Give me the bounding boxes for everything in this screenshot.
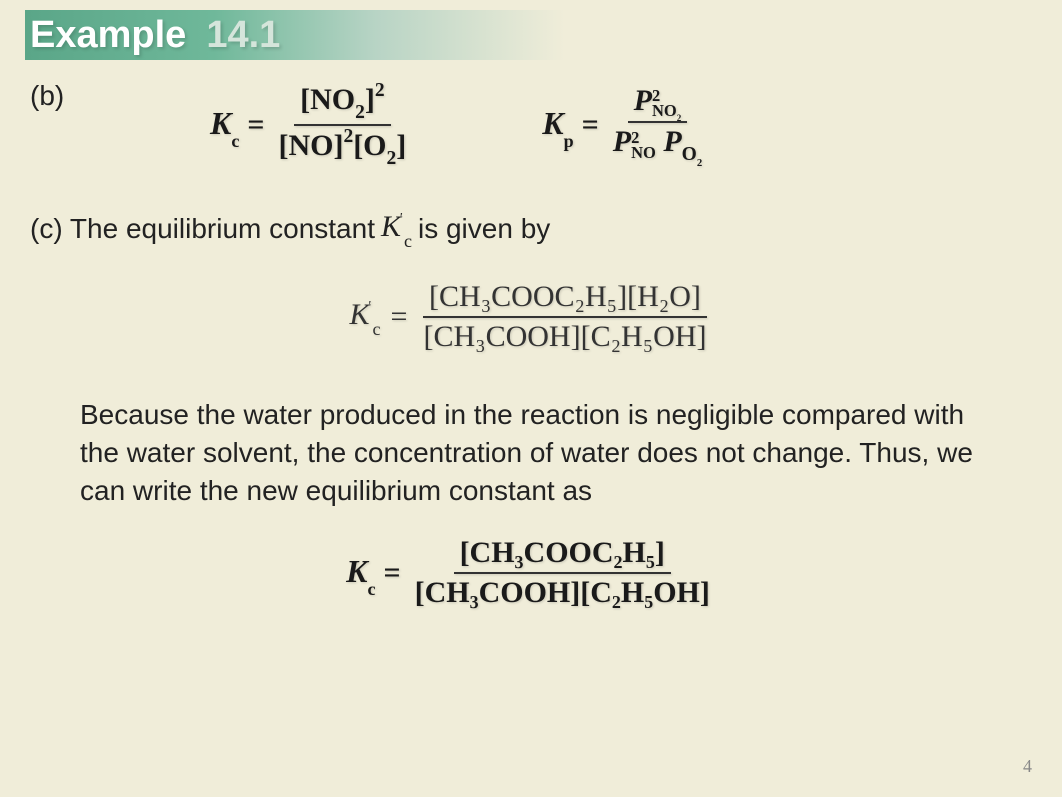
- kc-den-a-sup: 2: [343, 126, 353, 147]
- kp-k: K: [542, 105, 563, 141]
- kp-num-no2: NO: [652, 101, 677, 120]
- kc-prime-k: K: [381, 210, 401, 243]
- equation-kc-final: Kc = [CH₃COOC₂H₅] [CH₃COOH][C₂H₅OH]: [346, 534, 716, 612]
- kp-p-num: P: [634, 84, 652, 117]
- title-bar: Example 14.1: [25, 10, 565, 60]
- kc-prime-symbol: K'c: [381, 210, 412, 248]
- slide-content: (b) Kc = [NO2]2 [NO]2[O2] Kp = P2NO2: [30, 80, 1032, 652]
- kc2-equals: =: [383, 556, 400, 590]
- part-c-intro: (c) The equilibrium constant K'c is give…: [30, 210, 1032, 248]
- kc-num-close: ]: [365, 83, 375, 116]
- kcprime-fraction: [CH₃COOC₂H₅][H₂O] [CH₃COOH][C₂H₅OH]: [417, 278, 712, 356]
- kp-equals: =: [582, 108, 599, 142]
- equation-kc-prime: K'c = [CH₃COOC₂H₅][H₂O] [CH₃COOH][C₂H₅OH…: [350, 278, 713, 356]
- kc2-num: [CH₃COOC₂H₅]: [454, 534, 671, 574]
- equation-kc-final-row: Kc = [CH₃COOC₂H₅] [CH₃COOH][C₂H₅OH]: [30, 534, 1032, 612]
- kc-den-a: [NO]: [278, 129, 343, 162]
- part-b-row: (b) Kc = [NO2]2 [NO]2[O2] Kp = P2NO2: [30, 80, 1032, 170]
- kp-den2-o2-sub: 2: [697, 157, 702, 169]
- kp-sub: p: [564, 131, 574, 151]
- kp-den1-sub: NO: [631, 146, 656, 161]
- kc2-k: K: [346, 553, 367, 589]
- kcprime-lhs: K'c: [350, 298, 381, 336]
- part-b-label: (b): [30, 80, 210, 112]
- kc-num-a: [NO: [300, 83, 355, 116]
- kcprime-den: [CH₃COOH][C₂H₅OH]: [417, 318, 712, 356]
- kcprime-apos: ': [368, 299, 371, 314]
- kc-prime-sub: c: [404, 231, 412, 251]
- kp-p-den2: P: [663, 125, 681, 158]
- kc-equals: =: [247, 108, 264, 142]
- kcprime-equals: =: [391, 300, 408, 334]
- kc-sub: c: [231, 131, 239, 151]
- kp-num-subgroup: NO2: [652, 104, 681, 121]
- title-word: Example: [30, 14, 186, 57]
- kp-fraction: P2NO2 P2NO PO2: [607, 82, 708, 168]
- kc-den-b-sub: 2: [387, 148, 397, 169]
- kc-den-b-close: ]: [396, 129, 406, 162]
- kp-num-no2-sub: 2: [677, 113, 682, 123]
- kcprime-k: K: [350, 298, 370, 331]
- explanation-paragraph: Because the water produced in the reacti…: [80, 396, 1002, 509]
- kc2-fraction: [CH₃COOC₂H₅] [CH₃COOH][C₂H₅OH]: [409, 534, 716, 612]
- equation-kc-b: Kc = [NO2]2 [NO]2[O2]: [210, 80, 412, 170]
- kc-den-b: [O: [353, 129, 386, 162]
- kc-prime-apos: ': [399, 211, 402, 226]
- part-c-post: is given by: [418, 213, 550, 245]
- part-c-pre: (c) The equilibrium constant: [30, 213, 375, 245]
- equation-kc-prime-row: K'c = [CH₃COOC₂H₅][H₂O] [CH₃COOH][C₂H₅OH…: [30, 278, 1032, 356]
- kc-k: K: [210, 105, 231, 141]
- kp-denominator: P2NO PO2: [607, 123, 708, 168]
- kp-p-den1: P: [613, 125, 631, 158]
- kc2-den: [CH₃COOH][C₂H₅OH]: [409, 574, 716, 612]
- page-number: 4: [1023, 756, 1032, 777]
- kc-num-sup: 2: [375, 80, 385, 101]
- kcprime-sub: c: [373, 319, 381, 339]
- kp-den1-subsup: 2NO: [631, 131, 656, 161]
- kc-denominator: [NO]2[O2]: [272, 126, 412, 170]
- kp-num-subsup: 2NO2: [652, 89, 681, 121]
- title-number: 14.1: [206, 14, 280, 57]
- kc-num-sub: 2: [355, 102, 365, 123]
- kc-fraction: [NO2]2 [NO]2[O2]: [272, 80, 412, 170]
- kc2-sub: c: [367, 579, 375, 599]
- part-b-equations: Kc = [NO2]2 [NO]2[O2] Kp = P2NO2 P2NO PO…: [210, 80, 708, 170]
- kcprime-num: [CH₃COOC₂H₅][H₂O]: [423, 278, 707, 318]
- kc-numerator: [NO2]2: [294, 80, 391, 126]
- kp-den2-sub: O2: [682, 144, 703, 165]
- equation-kp-b: Kp = P2NO2 P2NO PO2: [542, 82, 708, 168]
- kp-numerator: P2NO2: [628, 82, 688, 123]
- kp-den2-o2: O: [682, 144, 697, 165]
